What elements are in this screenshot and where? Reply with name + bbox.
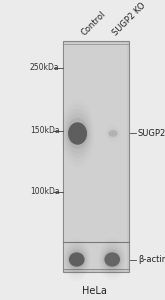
Text: SUGP2: SUGP2 — [138, 129, 165, 138]
Text: Control: Control — [80, 10, 108, 38]
Ellipse shape — [69, 252, 85, 267]
Ellipse shape — [104, 252, 120, 267]
Text: HeLa: HeLa — [82, 286, 107, 296]
Ellipse shape — [103, 249, 121, 270]
Bar — [63, 40, 129, 272]
Ellipse shape — [109, 130, 117, 137]
Text: β-actin: β-actin — [138, 255, 165, 264]
Bar — [64, 43, 127, 269]
Ellipse shape — [67, 118, 88, 149]
Ellipse shape — [68, 249, 86, 270]
Text: 100kDa: 100kDa — [30, 188, 59, 196]
Text: SUGP2 KO: SUGP2 KO — [111, 1, 148, 38]
Text: 250kDa: 250kDa — [30, 63, 59, 72]
Ellipse shape — [65, 113, 90, 154]
Text: 150kDa: 150kDa — [30, 126, 59, 135]
Ellipse shape — [68, 122, 87, 145]
